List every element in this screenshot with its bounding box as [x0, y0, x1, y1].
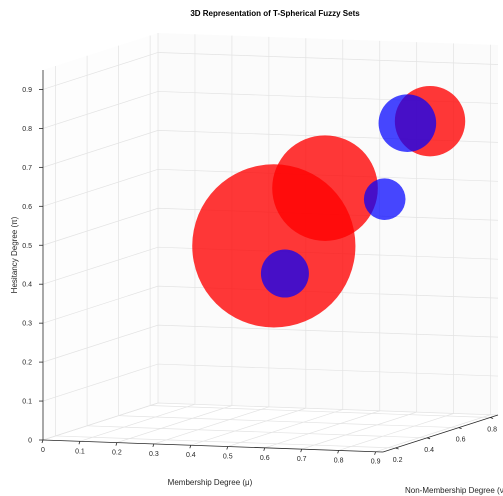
x-tick-label: 0.3: [149, 451, 159, 458]
z-tick-label: 0.2: [22, 360, 32, 367]
data-points: [192, 85, 466, 328]
chart-title: 3D Representation of T-Spherical Fuzzy S…: [190, 9, 360, 18]
x-tick-mark: [226, 446, 229, 450]
y-tick-mark: [395, 447, 399, 450]
x-tick-mark: [337, 450, 340, 454]
x-tick-label: 0.5: [223, 454, 233, 461]
x-tick-label: 0: [41, 447, 45, 454]
x-grid-line: [375, 44, 491, 453]
y-axis-line: [382, 414, 499, 453]
red-point: [272, 135, 378, 241]
x-grid-line: [301, 42, 418, 450]
x-tick-label: 0.4: [186, 452, 196, 459]
x-axis-line: [42, 439, 384, 453]
x-tick-label: 0.1: [75, 448, 85, 455]
x-grid-line: [264, 40, 381, 449]
blue-point: [363, 178, 406, 220]
z-tick-label: 0.3: [22, 321, 32, 328]
x-tick-label: 0.9: [371, 459, 381, 466]
x-tick-mark: [263, 447, 266, 451]
x-tick-mark: [300, 449, 303, 453]
z-tick-label: 0.6: [22, 204, 32, 211]
z-tick-label: 0.7: [22, 165, 32, 172]
y-grid-line: [55, 65, 396, 449]
tick-labels: 0 0.1 0.2 0.3 0.4 0.5 0.6 0.7 0.8 0.9 0.2 0.4 0.6 0.8…: [22, 87, 497, 466]
side-wall: [43, 33, 158, 440]
z-axis-label: Hesitancy Degree (π): [10, 216, 19, 293]
x-axis-label: Membership Degree (μ): [168, 478, 253, 487]
x-grid-line: [338, 43, 455, 451]
z-tick-label: 0.4: [22, 282, 32, 289]
z-tick-label: 0: [28, 438, 32, 445]
x-grid-line: [42, 33, 159, 441]
x-tick-label: 0.8: [334, 457, 344, 464]
z-tick-label: 0.5: [22, 243, 32, 250]
y-tick-label: 0.8: [487, 427, 497, 434]
x-grid-line: [116, 35, 233, 443]
x-tick-label: 0.6: [260, 455, 270, 462]
blue-point: [378, 94, 437, 152]
x-tick-label: 0.2: [112, 450, 122, 457]
y-tick-mark: [426, 437, 431, 440]
x-tick-mark: [152, 443, 155, 448]
y-grid-line: [149, 35, 491, 418]
axis-lines: [42, 70, 499, 453]
y-tick-mark: [458, 427, 462, 430]
z-tick-label: 0.8: [22, 126, 32, 133]
x-tick-mark: [41, 439, 44, 444]
x-tick-label: 0.7: [297, 456, 307, 463]
y-tick-mark: [489, 417, 494, 419]
y-tick-label: 0.2: [393, 457, 403, 464]
y-grid-line: [118, 45, 459, 429]
y-tick-label: 0.4: [424, 447, 434, 454]
z-tick-label: 0.1: [22, 399, 32, 406]
y-tick-label: 0.6: [456, 437, 466, 444]
blue-point: [260, 249, 309, 298]
x-grid-line: [153, 36, 270, 445]
y-grid-line: [86, 55, 428, 439]
x-tick-mark: [78, 441, 81, 445]
z-tick-label: 0.9: [22, 87, 32, 94]
x-grid-line: [79, 34, 196, 442]
x-tick-mark: [189, 445, 192, 449]
x-tick-mark: [374, 451, 376, 455]
y-axis-label: Non-Membership Degree (ν): [405, 486, 503, 495]
x-tick-mark: [115, 442, 118, 446]
